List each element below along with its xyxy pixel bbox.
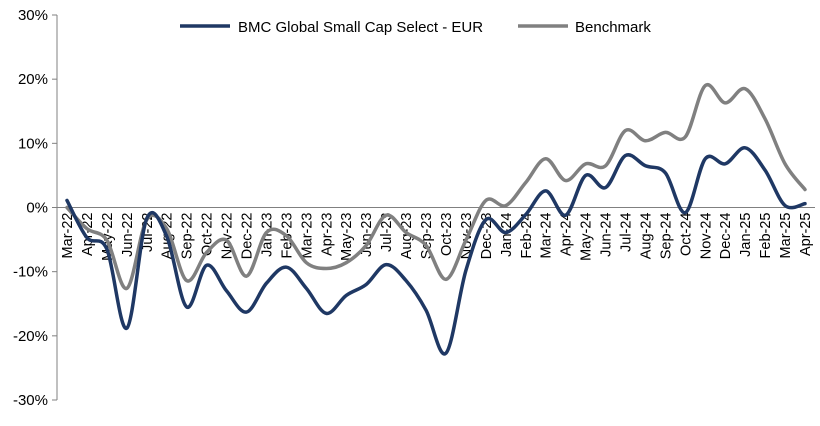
legend-label-benchmark: Benchmark: [575, 19, 651, 36]
x-tick-label: Sep-24: [658, 213, 674, 260]
y-tick-label: 10%: [18, 135, 48, 152]
x-tick-label: May-23: [339, 213, 355, 261]
x-tick-label: Aug-24: [638, 213, 654, 260]
x-tick-label: Apr-23: [319, 213, 335, 257]
x-tick-label: Jan-25: [738, 213, 754, 257]
x-tick-label: Mar-22: [60, 213, 76, 259]
x-tick-label: Mar-23: [299, 213, 315, 259]
x-tick-label: Apr-24: [559, 213, 575, 257]
y-tick-label: 0%: [26, 200, 48, 217]
x-tick-label: Jun-23: [359, 213, 375, 257]
series-line-fund: [65, 146, 807, 356]
x-tick-label: Oct-23: [439, 213, 455, 257]
x-tick-label: Oct-24: [678, 213, 694, 257]
series-group: [65, 82, 807, 356]
y-axis: -30% -20% -10% 0% 10% 20% 30%: [13, 7, 58, 409]
x-tick-label: Dec-22: [240, 213, 256, 260]
y-tick-label: 20%: [18, 71, 48, 88]
y-tick-label: 30%: [18, 7, 48, 24]
x-tick-label: Sep-22: [180, 213, 196, 260]
x-tick-label: Feb-24: [519, 213, 535, 259]
x-tick-label: Sep-23: [419, 213, 435, 260]
x-tick-label: Jan-23: [259, 213, 275, 257]
x-tick-label: Nov-24: [698, 213, 714, 260]
x-tick-label: Jan-24: [499, 213, 515, 257]
legend: BMC Global Small Cap Select - EUR Benchm…: [180, 19, 651, 36]
y-tick-label: -20%: [13, 328, 48, 345]
x-tick-label: May-24: [579, 213, 595, 261]
y-tick-label: -10%: [13, 264, 48, 281]
x-tick-label: Jul-24: [618, 213, 634, 253]
series-line-benchmark: [65, 82, 807, 291]
y-tick-label: -30%: [13, 392, 48, 409]
legend-label-fund: BMC Global Small Cap Select - EUR: [238, 19, 483, 36]
x-tick-label: Jul-23: [379, 213, 395, 253]
x-tick-label: Jun-24: [599, 213, 615, 257]
x-tick-label: Mar-24: [539, 213, 555, 259]
x-tick-label: Aug-23: [399, 213, 415, 260]
x-tick-label: Mar-25: [778, 213, 794, 259]
x-tick-label: Apr-22: [80, 213, 96, 257]
x-tick-label: Apr-25: [798, 213, 814, 257]
x-tick-label: Feb-25: [758, 213, 774, 259]
x-tick-label: Dec-24: [718, 213, 734, 260]
x-tick-label: Jun-22: [120, 213, 136, 257]
